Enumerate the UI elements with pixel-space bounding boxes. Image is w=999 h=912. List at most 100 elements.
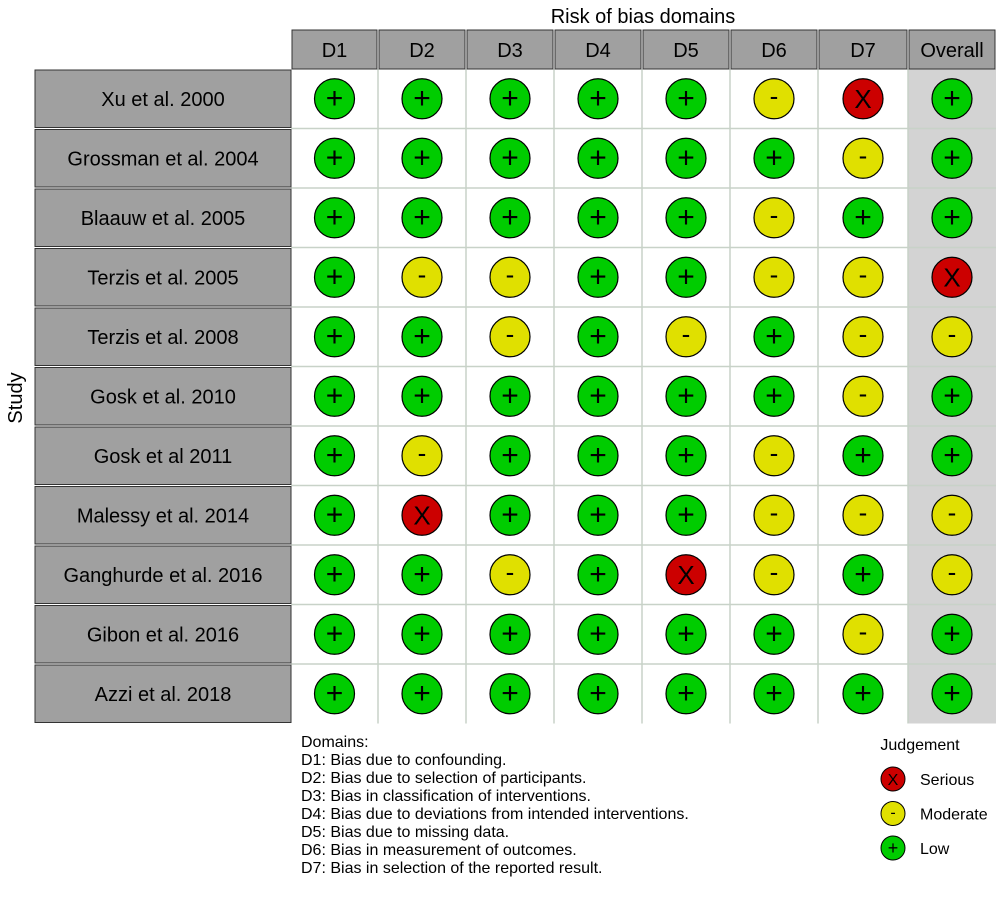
judgement-low-marker — [577, 316, 619, 358]
judgement-moderate-marker — [842, 375, 884, 417]
judgement-low-marker — [665, 197, 707, 239]
column-header-cell — [554, 29, 642, 70]
judgement-symbol: + — [943, 677, 961, 710]
judgement-serious-marker — [842, 78, 884, 120]
judgement-moderate-marker — [931, 554, 973, 596]
judgement-serious-marker — [931, 256, 973, 298]
column-header-label: D7 — [850, 40, 876, 62]
study-row-header — [34, 545, 292, 604]
judgement-symbol: + — [501, 379, 519, 412]
judgement-moderate-marker — [842, 316, 884, 358]
judgement-low-marker — [401, 316, 443, 358]
judgement-moderate-marker — [842, 256, 884, 298]
judgement-moderate-marker — [842, 613, 884, 655]
judgement-symbol: + — [326, 558, 344, 591]
judgement-symbol: - — [859, 497, 868, 527]
judgement-symbol: + — [413, 558, 431, 591]
judgement-symbol: + — [589, 141, 607, 174]
judgement-symbol: X — [943, 262, 960, 292]
chart-title: Risk of bias domains — [551, 6, 736, 28]
judgement-low-marker — [577, 375, 619, 417]
judgement-moderate-marker — [931, 494, 973, 536]
judgement-symbol: + — [413, 617, 431, 650]
judgement-moderate-marker — [753, 435, 795, 477]
judgement-symbol: + — [501, 82, 519, 115]
judgement-symbol: + — [677, 677, 695, 710]
judgement-symbol: + — [765, 617, 783, 650]
judgement-moderate-marker — [753, 494, 795, 536]
judgement-symbol: + — [501, 141, 519, 174]
judgement-moderate-marker — [489, 554, 531, 596]
judgement-symbol: + — [326, 439, 344, 472]
judgement-symbol: + — [326, 617, 344, 650]
judgement-low-marker — [931, 375, 973, 417]
judgement-symbol: + — [413, 320, 431, 353]
judgement-symbol: + — [677, 439, 695, 472]
judgement-symbol: + — [677, 141, 695, 174]
judgement-low-marker — [313, 256, 356, 298]
judgement-symbol: + — [326, 260, 344, 293]
judgement-symbol: - — [859, 378, 868, 408]
judgement-low-marker — [489, 673, 531, 715]
judgement-serious-marker — [401, 494, 443, 536]
judgement-symbol: X — [677, 560, 694, 590]
judgement-low-marker — [931, 673, 973, 715]
judgement-symbol: + — [943, 617, 961, 650]
column-header-cell — [642, 29, 730, 70]
judgement-symbol: + — [589, 201, 607, 234]
judgement-moderate-marker — [842, 494, 884, 536]
legend-symbol: X — [888, 772, 899, 789]
column-header-label: D2 — [409, 40, 435, 62]
study-row-header — [34, 188, 292, 247]
study-label: Gibon et al. 2016 — [87, 624, 239, 646]
judgement-symbol: + — [943, 379, 961, 412]
judgement-low-marker — [665, 673, 707, 715]
judgement-low-marker — [577, 554, 619, 596]
judgement-low-marker — [489, 613, 531, 655]
study-row-header — [34, 307, 292, 366]
judgement-low-marker — [577, 673, 619, 715]
judgement-symbol: + — [326, 677, 344, 710]
judgement-symbol: - — [506, 557, 515, 587]
judgement-symbol: - — [506, 319, 515, 349]
judgement-symbol: + — [326, 141, 344, 174]
judgement-moderate-marker — [753, 78, 795, 120]
judgement-low-marker — [489, 435, 531, 477]
study-label: Xu et al. 2000 — [101, 89, 224, 111]
judgement-symbol: + — [589, 260, 607, 293]
judgement-symbol: + — [326, 320, 344, 353]
column-header-label: Overall — [920, 40, 983, 62]
judgement-low-marker — [313, 554, 356, 596]
legend-low-marker — [880, 835, 906, 861]
judgement-symbol: + — [501, 201, 519, 234]
judgement-symbol: + — [677, 498, 695, 531]
judgement-moderate-marker — [753, 554, 795, 596]
judgement-low-marker — [401, 78, 443, 120]
judgement-symbol: + — [501, 677, 519, 710]
judgement-symbol: - — [770, 81, 779, 111]
judgement-symbol: + — [589, 379, 607, 412]
judgement-low-marker — [577, 197, 619, 239]
judgement-symbol: + — [854, 439, 872, 472]
judgement-symbol: + — [765, 379, 783, 412]
judgement-moderate-marker — [489, 256, 531, 298]
study-row-header — [34, 69, 292, 128]
judgement-low-marker — [489, 78, 531, 120]
judgement-moderate-marker — [489, 316, 531, 358]
judgement-low-marker — [753, 375, 795, 417]
column-header-label: D1 — [322, 40, 348, 62]
judgement-symbol: + — [677, 379, 695, 412]
judgement-symbol: + — [326, 498, 344, 531]
column-header-label: D4 — [585, 40, 611, 62]
domains-title: Domains: — [301, 734, 369, 751]
judgement-low-marker — [665, 435, 707, 477]
judgement-symbol: - — [859, 259, 868, 289]
column-header-cell — [908, 29, 996, 70]
study-row-header — [34, 426, 292, 485]
study-row-header — [34, 486, 292, 545]
judgement-low-marker — [842, 673, 884, 715]
legend-serious-marker — [880, 766, 906, 792]
judgement-symbol: - — [418, 438, 427, 468]
judgement-low-marker — [931, 137, 973, 179]
judgement-symbol: + — [413, 141, 431, 174]
